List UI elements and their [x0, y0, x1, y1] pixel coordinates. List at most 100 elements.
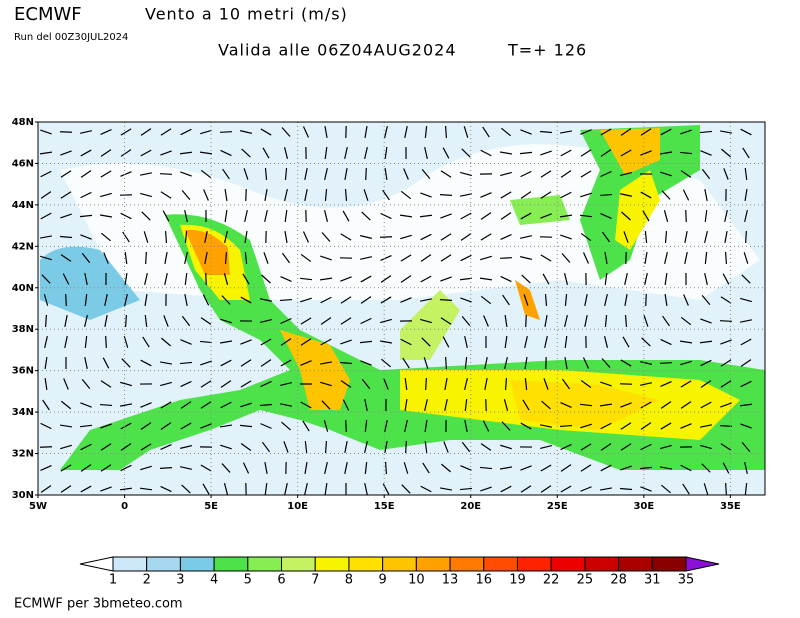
wind-barb [404, 126, 408, 138]
wind-barb [120, 443, 132, 451]
wind-barbs [39, 125, 753, 495]
wind-barb [281, 127, 291, 137]
wind-barb [304, 189, 308, 201]
wind-barb [365, 167, 367, 181]
lon-label: 15E [374, 501, 395, 512]
wind-barb [260, 318, 272, 324]
lat-label: 40N [12, 283, 34, 294]
wind-barb [324, 188, 328, 202]
colorbar-label: 5 [244, 573, 252, 588]
wind-barb [181, 484, 191, 494]
wind-barb [464, 356, 468, 370]
colorbar-label: 22 [543, 573, 560, 588]
wind-barb [424, 125, 428, 139]
wind-barb [242, 273, 250, 285]
wind-barb [102, 357, 110, 369]
wind-barb [620, 149, 632, 157]
wind-barb [120, 171, 132, 177]
wind-barb [380, 255, 392, 261]
wind-barb [184, 252, 188, 264]
wind-barb [664, 230, 668, 244]
wind-barb [725, 482, 727, 495]
map-frame [37, 121, 766, 496]
colorbar-label: 19 [509, 573, 526, 588]
wind-barb [41, 274, 51, 284]
wind-barb [520, 129, 532, 135]
lon-label: 10E [287, 501, 308, 512]
wind-barb [300, 253, 312, 263]
wind-barb [480, 192, 492, 198]
wind-barb [640, 361, 652, 365]
wind-barb [240, 339, 252, 345]
lon-label: 30E [633, 501, 654, 512]
wind-barb [620, 443, 632, 451]
wind-barb [719, 130, 733, 134]
wind-barb [623, 231, 629, 243]
lon-label: 0 [121, 501, 128, 512]
wind-barb [582, 252, 590, 264]
wind-barb [64, 314, 68, 328]
wind-barb [700, 444, 712, 450]
wind-barb [744, 462, 748, 474]
wind-barb [480, 233, 492, 241]
wind-barb [224, 209, 228, 223]
colorbar-box [651, 556, 687, 572]
wind-barb [499, 466, 513, 470]
wind-barb [364, 147, 368, 159]
wind-barb [283, 441, 289, 453]
wind-barb [544, 336, 548, 348]
wind-barb [699, 130, 713, 134]
wind-barb [160, 150, 172, 156]
wind-barb [84, 273, 88, 285]
wind-barb [604, 314, 608, 328]
wind-barb [460, 254, 472, 262]
wind-barb [679, 340, 693, 344]
wind-barb [540, 170, 552, 178]
wind-barb [120, 422, 132, 430]
wind-barb [141, 211, 151, 221]
wind-barb [202, 294, 210, 306]
wind-barb [339, 361, 353, 365]
wind-barb [222, 168, 230, 180]
wind-barb [219, 424, 233, 428]
wind-barb [360, 296, 372, 304]
wind-barb [704, 209, 708, 223]
wind-barb [644, 273, 648, 285]
wind-barb [304, 168, 308, 180]
wind-barb [504, 377, 508, 391]
wind-barb [280, 338, 292, 346]
wind-barb [224, 231, 228, 243]
wind-barb [180, 128, 192, 136]
wind-barb [65, 293, 67, 307]
wind-barb [600, 464, 612, 472]
wind-barb [120, 212, 132, 220]
wind-barb [280, 317, 292, 325]
wind-barb [722, 273, 730, 285]
wind-barb [740, 380, 752, 388]
wind-barb [559, 214, 573, 218]
wind-barb [100, 232, 112, 242]
wind-barb [424, 440, 428, 454]
wind-barb [239, 424, 253, 428]
wind-barb [384, 146, 388, 160]
wind-barb [600, 128, 612, 136]
wind-barb [302, 420, 310, 432]
wind-barb [383, 378, 389, 390]
wind-barb [40, 465, 52, 471]
wind-barb [84, 293, 88, 307]
wind-barb [543, 378, 549, 390]
colorbar-box [247, 556, 283, 572]
wind-barb [324, 462, 328, 474]
wind-barb [580, 423, 592, 429]
wind-barb [579, 214, 593, 218]
wind-barb [344, 440, 348, 454]
wind-barb [223, 273, 229, 285]
wind-barb [140, 443, 152, 451]
wind-barb [80, 170, 92, 178]
wind-barb [461, 316, 471, 326]
wind-barb [40, 170, 52, 178]
wind-barb [600, 170, 612, 178]
wind-barb [520, 170, 532, 178]
wind-barb [224, 188, 228, 202]
wind-barb [520, 485, 532, 493]
